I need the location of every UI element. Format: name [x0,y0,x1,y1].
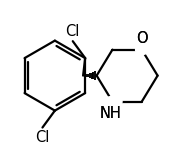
Text: NH: NH [99,106,121,121]
Text: O: O [136,31,148,46]
Text: NH: NH [99,106,121,121]
Text: Cl: Cl [35,130,50,145]
Ellipse shape [136,45,148,55]
Text: O: O [136,31,148,46]
Text: Cl: Cl [66,24,80,39]
Ellipse shape [103,97,122,107]
